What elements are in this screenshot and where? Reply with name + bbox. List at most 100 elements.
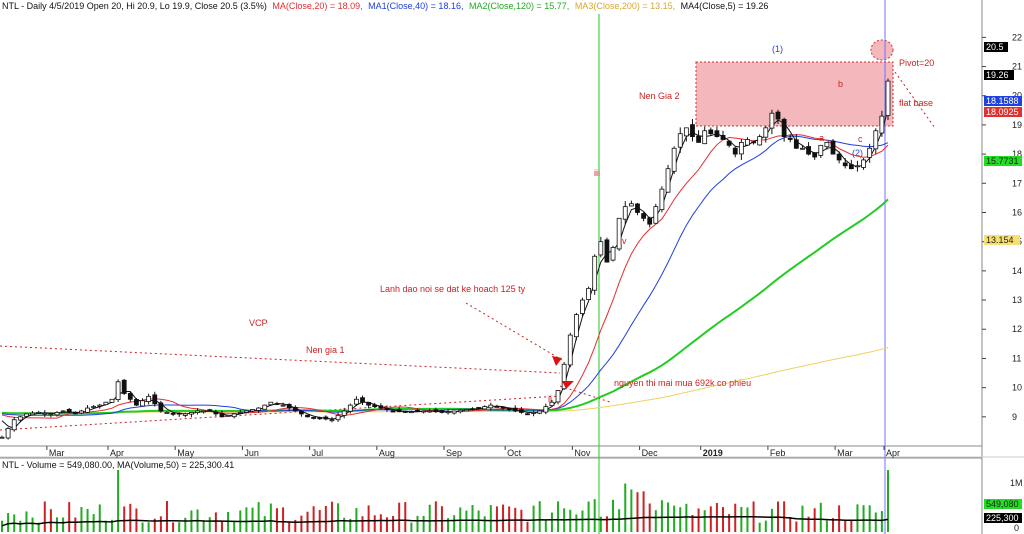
volume-bar [385,517,388,532]
volume-bar [703,510,706,532]
volume-bar [25,511,28,532]
candle [439,410,445,414]
pivot-circle [870,39,894,61]
base-upper-line [0,345,561,374]
candle [79,409,84,415]
candle [818,144,824,158]
month-label: Apr [110,448,124,458]
volume-bar [795,521,798,532]
candle [335,412,341,422]
volume-bar [758,522,761,532]
candle [488,402,494,411]
candle [800,145,805,150]
candle [781,117,787,142]
annotation-base2: Nen Gia 2 [639,91,680,101]
candle [109,398,115,403]
candle [219,410,225,418]
label-ma40: 18.1588 [986,96,1019,106]
price-tick-label: 21 [1012,62,1022,72]
ma40-label: MA1(Close,40) = 18.16, [368,1,463,11]
candle [360,395,365,405]
candle [848,159,854,170]
candle [531,410,536,417]
volume-bar [770,508,773,532]
volume-bar [709,506,712,532]
candle [24,413,29,418]
label-ma20: 18.0925 [986,107,1019,117]
volume-bar [526,521,529,532]
price-axis: 222120191817161514131211109 [982,32,1022,422]
volume-bar [422,515,425,532]
candle [763,125,769,143]
annotation-vcp: VCP [249,318,268,328]
volume-bar [294,519,297,532]
volume-bar [373,515,376,532]
candle [836,151,842,164]
candle [482,405,488,410]
wave-label-iii: iii [594,168,600,178]
price-tick-label: 10 [1012,383,1022,393]
candle [610,245,616,262]
candle [793,134,799,149]
volume-bar [471,505,474,532]
volume-bar [630,489,633,532]
volume-bar [43,501,46,532]
volume-bar [49,509,52,532]
candle [207,408,213,412]
candle [323,415,329,421]
volume-bar [685,503,688,532]
candle [17,415,23,423]
candle [66,407,72,414]
month-label: Dec [642,448,659,458]
volume-bar [764,520,767,532]
candle [225,414,231,417]
volume-bar [208,517,211,532]
month-label: Mar [837,448,853,458]
volume-bar [31,517,34,532]
ma120-label: MA2(Close,120) = 15.77, [469,1,569,11]
ma40-line [1,135,889,416]
volume-bar [789,516,792,532]
candle [396,407,402,413]
chart-header: NTL - Daily 4/5/2019 Open 20, Hi 20.9, L… [2,1,768,11]
candle [103,401,109,406]
volume-bar [605,516,608,532]
volume-ma-line [1,515,889,527]
candle [134,398,139,407]
volume-bar [251,507,254,532]
candle [54,411,60,417]
candle [91,405,97,408]
candle [824,142,830,150]
volume-bar [172,522,175,532]
candle [250,409,255,413]
volume-bar [104,520,107,532]
candle [292,405,298,412]
label-ma5: 19.26 [986,70,1009,80]
volume-bar [868,505,871,532]
candle [390,409,396,413]
candle [622,201,628,224]
candle [702,126,708,145]
candle [127,391,133,403]
price-tick-label: 16 [1012,207,1022,217]
volume-bar [819,502,822,532]
candle [256,407,262,413]
candle [445,408,451,415]
volume-bar [654,510,657,532]
candle [683,127,689,142]
candle [855,160,860,172]
volume-bar [483,516,486,532]
volume-bar [275,508,278,532]
volume-bar [593,499,596,532]
candle [653,203,659,224]
base-end-line [559,385,611,403]
candle [353,396,359,407]
volume-bar [337,503,340,532]
candle [262,404,268,410]
price-candles [0,78,891,440]
volume-bar [361,516,364,532]
candle [592,254,598,295]
volume-bar [245,507,248,532]
breakout-arrow-1 [552,356,562,366]
candle [158,400,164,413]
